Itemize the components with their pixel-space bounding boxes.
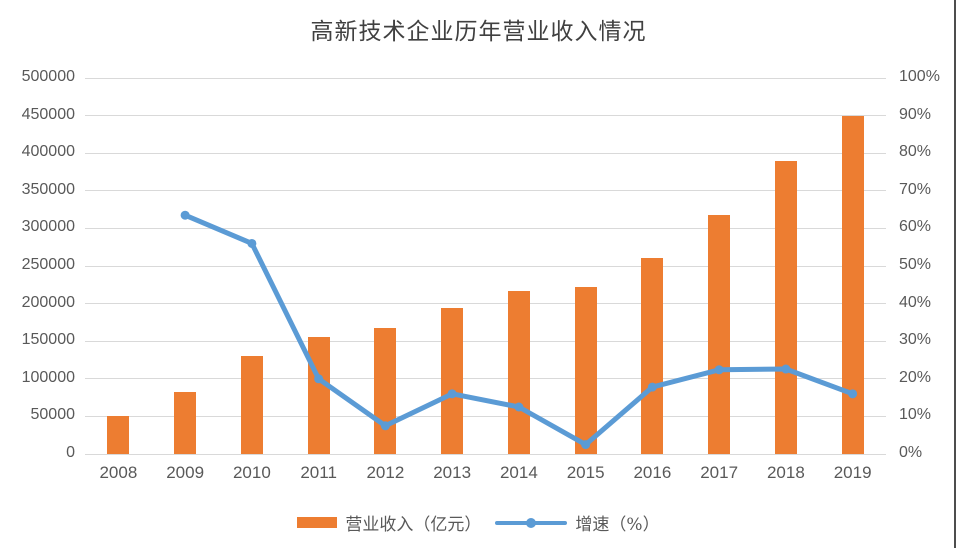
x-axis-tick-label: 2009 xyxy=(166,463,205,482)
gridline xyxy=(85,265,886,267)
right-axis-tick-label: 10% xyxy=(899,406,932,424)
x-axis-tick-label: 2013 xyxy=(433,463,472,482)
x-axis-tick-label: 2015 xyxy=(566,463,605,482)
legend-item-revenue: 营业收入（亿元） xyxy=(297,510,481,535)
gridline xyxy=(85,115,886,117)
growth-line-point xyxy=(714,365,724,375)
right-axis-tick-label: 20% xyxy=(899,368,932,386)
line-series xyxy=(180,210,858,450)
left-axis-tick-label: 50000 xyxy=(30,406,76,424)
revenue-bar-2019 xyxy=(841,115,864,454)
left-axis-tick-label: 100000 xyxy=(21,368,75,386)
gridline xyxy=(85,152,886,154)
revenue-bar-2009 xyxy=(174,391,197,454)
x-axis-tick-label: 2018 xyxy=(766,463,805,482)
growth-line-point xyxy=(514,402,524,412)
revenue-bar-2013 xyxy=(441,308,464,454)
gridline xyxy=(85,415,886,417)
left-axis-tick-label: 200000 xyxy=(21,293,75,311)
gridline xyxy=(85,303,886,305)
left-axis-tick-label: 450000 xyxy=(21,105,75,123)
revenue-bar-2008 xyxy=(107,415,130,454)
right-axis-tick-label: 40% xyxy=(899,293,932,311)
right-axis-tick-label: 50% xyxy=(899,256,932,273)
left-axis-tick-label: 0 xyxy=(66,444,75,461)
x-axis-tick-label: 2008 xyxy=(99,463,138,482)
growth-line-point xyxy=(581,440,591,450)
x-axis-tick-label: 2016 xyxy=(633,463,672,482)
left-axis-tick-label: 150000 xyxy=(21,331,75,349)
left-axis-tick-label: 300000 xyxy=(21,218,75,236)
gridline xyxy=(85,453,886,455)
left-axis-tick-label: 250000 xyxy=(21,256,75,273)
chart-title: 高新技术企业历年营业收入情况 xyxy=(310,19,647,45)
left-axis-tick-label: 350000 xyxy=(21,180,75,198)
legend-item-growth: 增速（%） xyxy=(495,510,660,535)
window-edge-border xyxy=(954,0,956,548)
x-axis-tick-label: 2014 xyxy=(499,463,538,482)
legend-bar-label: 营业收入（亿元） xyxy=(345,515,482,535)
growth-line-point xyxy=(447,389,457,399)
growth-line-point xyxy=(314,374,324,384)
revenue-bar-2018 xyxy=(774,161,797,454)
right-axis-tick-label: 70% xyxy=(899,180,932,198)
growth-line-point xyxy=(647,382,657,392)
x-axis-tick-label: 2010 xyxy=(232,463,271,482)
right-axis-tick-label: 80% xyxy=(899,143,932,161)
revenue-bar-2017 xyxy=(708,214,731,454)
right-axis-tick-label: 0% xyxy=(899,444,923,461)
revenue-bar-2014 xyxy=(507,290,530,454)
bar-swatch-icon xyxy=(297,517,338,528)
growth-line-point xyxy=(848,389,858,399)
plot-area xyxy=(85,77,886,455)
left-axis-tick-label: 500000 xyxy=(21,68,75,85)
x-axis-tick-label: 2012 xyxy=(366,463,405,482)
line-swatch-icon xyxy=(495,517,568,528)
revenue-bar-2010 xyxy=(240,356,263,454)
growth-line-point xyxy=(781,364,791,374)
right-axis-tick-label: 30% xyxy=(899,331,932,349)
revenue-bar-2015 xyxy=(574,287,597,454)
growth-line-point xyxy=(247,238,257,248)
x-axis-tick-label: 2019 xyxy=(833,463,872,482)
x-axis-tick-label: 2011 xyxy=(300,463,337,482)
gridline xyxy=(85,378,886,380)
gridline xyxy=(85,190,886,192)
x-axis-tick-label: 2017 xyxy=(700,463,739,482)
growth-line-point xyxy=(380,421,390,431)
gridline xyxy=(85,77,886,79)
left-axis-tick-label: 400000 xyxy=(21,143,75,161)
right-axis-tick-label: 100% xyxy=(899,68,940,85)
legend: 营业收入（亿元） 增速（%） xyxy=(0,510,957,535)
legend-line-label: 增速（%） xyxy=(575,515,660,535)
right-axis-tick-label: 60% xyxy=(899,218,932,236)
gridline xyxy=(85,227,886,229)
revenue-bar-2016 xyxy=(641,258,664,454)
right-axis-tick-label: 90% xyxy=(899,105,932,123)
growth-line-point xyxy=(180,210,190,220)
gridline xyxy=(85,340,886,342)
